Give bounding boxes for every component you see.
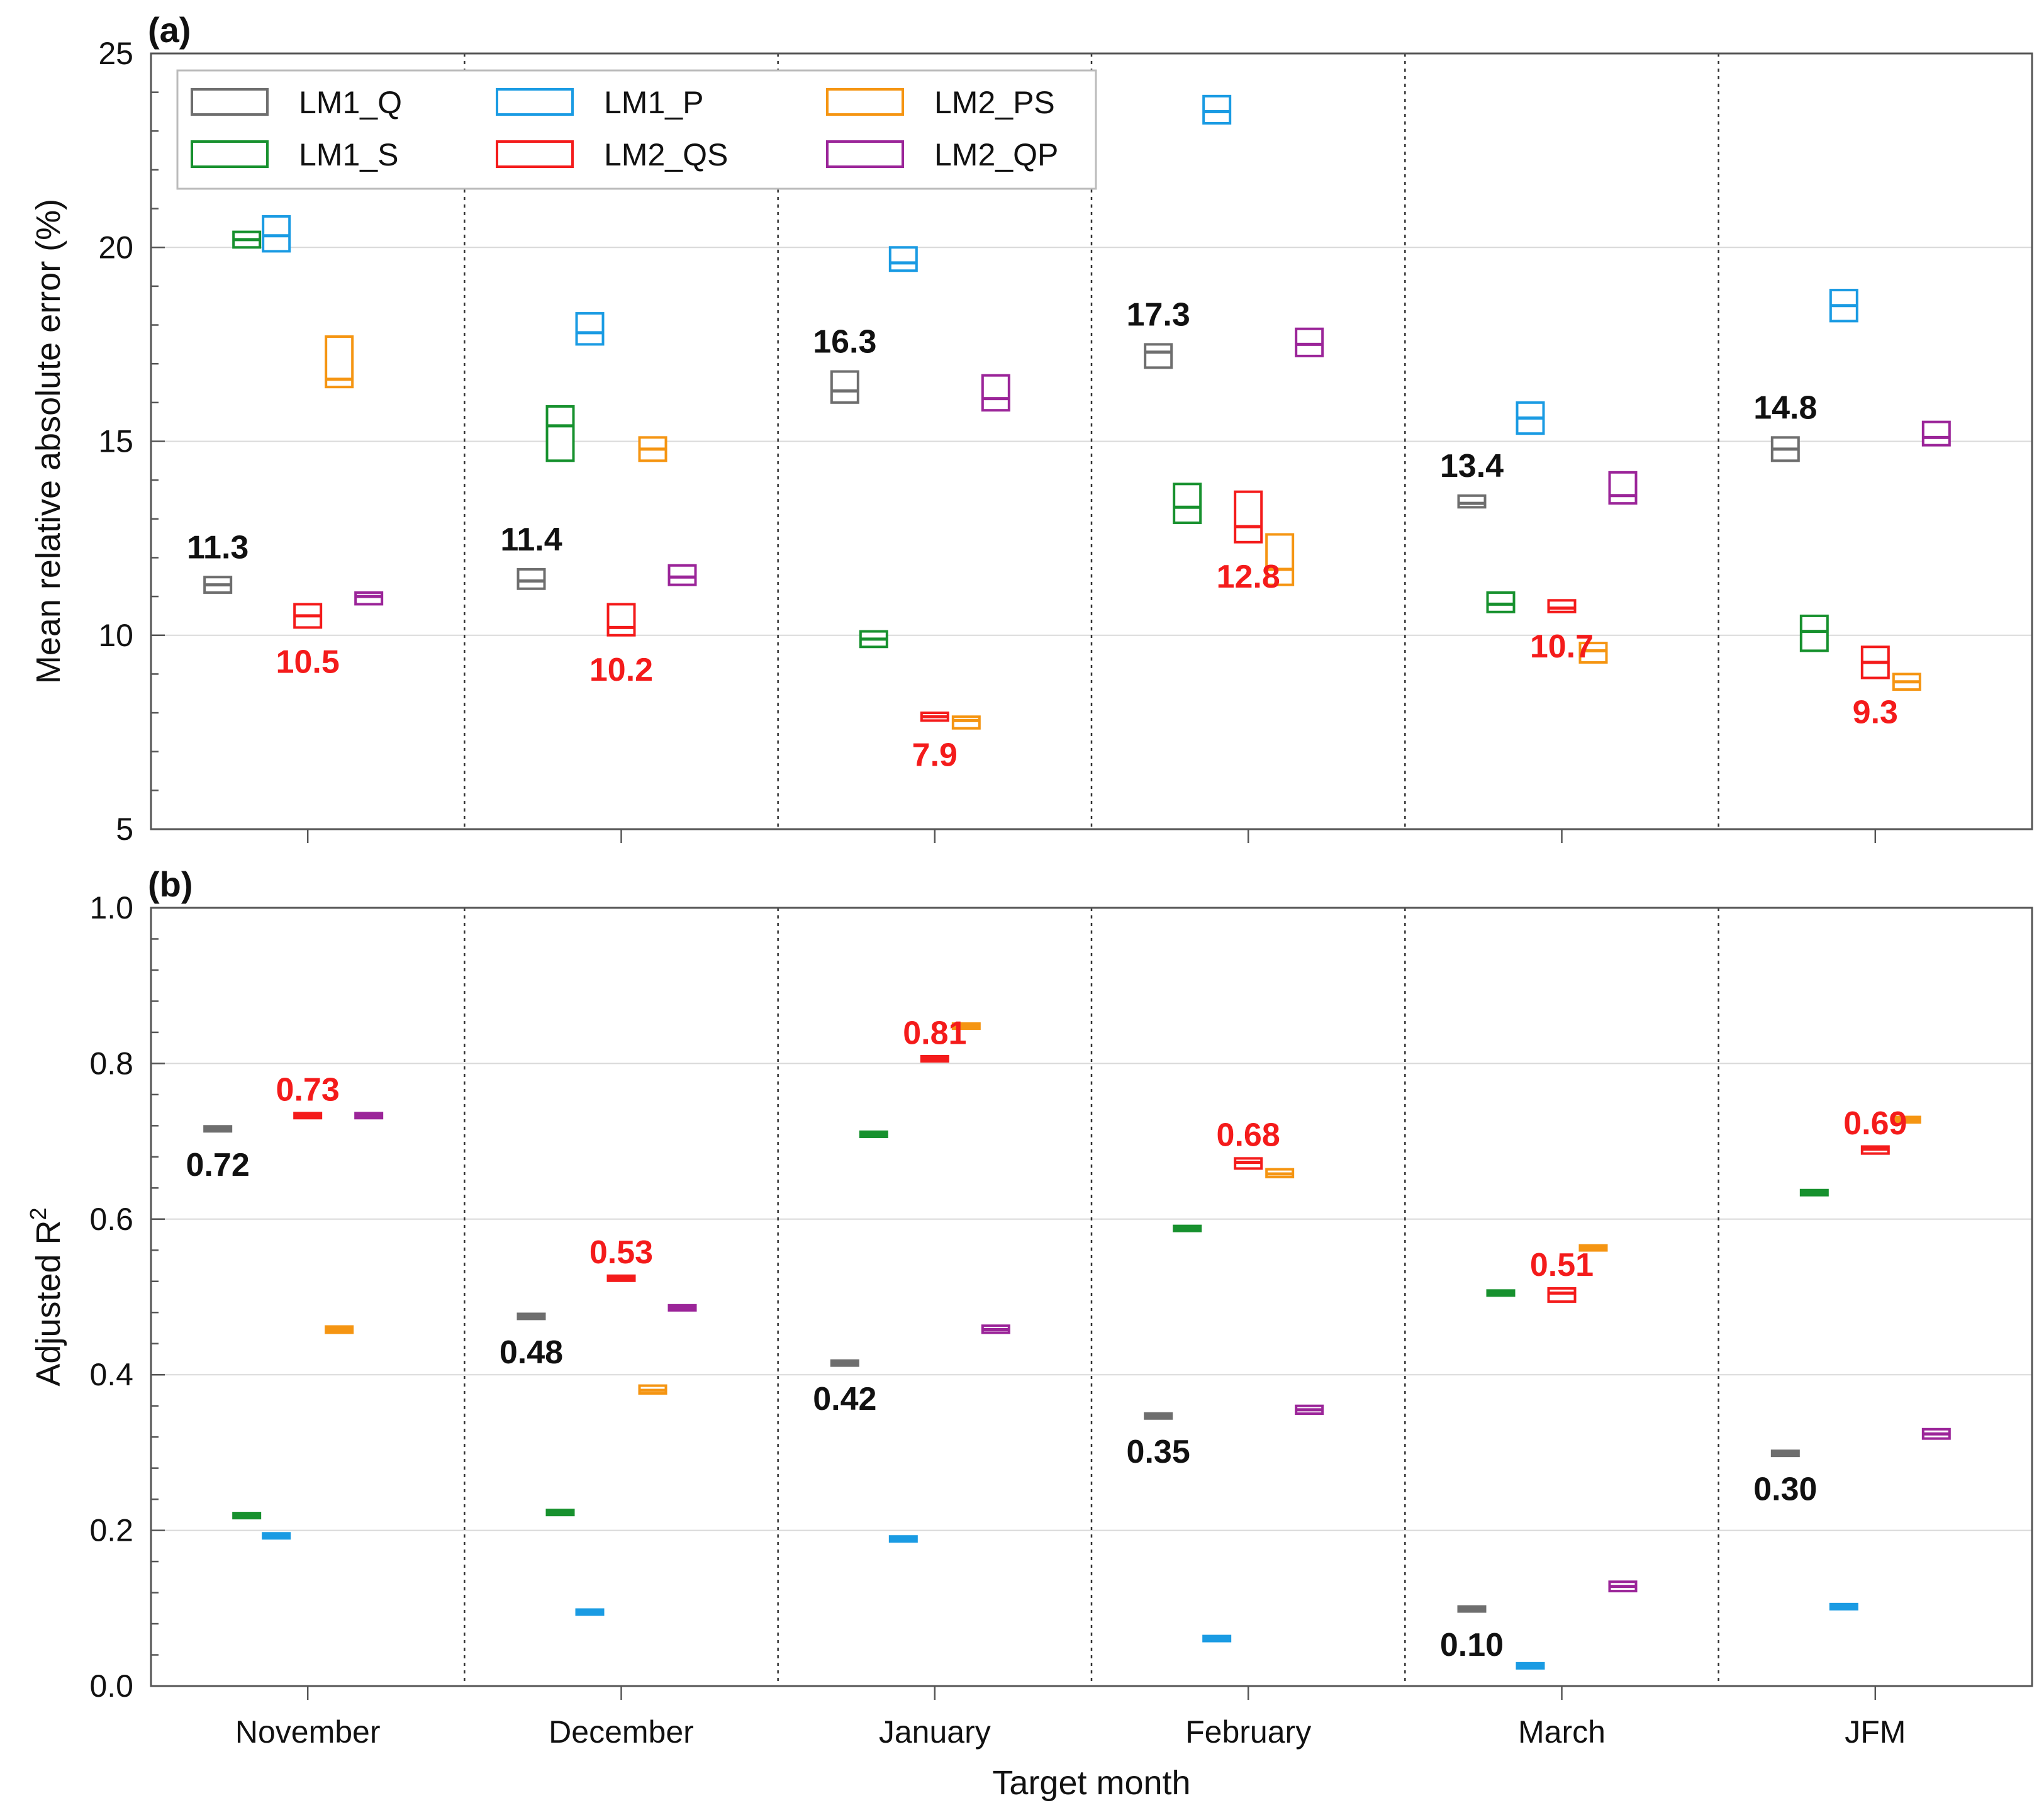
y-tick-label: 5 (116, 812, 133, 847)
annotation-LM1_Q-November: 11.3 (187, 529, 249, 566)
legend-frame (176, 69, 1097, 190)
annotation-LM2_QS-JFM: 9.3 (1853, 695, 1898, 731)
legend-swatch-LM2_PS (826, 88, 904, 116)
box-LM2_QP-February (1295, 327, 1324, 357)
annotation-LM2_QS-January: 0.81 (903, 1015, 966, 1051)
annotation-LM1_Q-December: 11.4 (500, 522, 562, 558)
box-LM2_PS-January (951, 715, 981, 730)
x-tick-label-February: February (1185, 1714, 1311, 1750)
x-tick-label-March: March (1518, 1714, 1606, 1750)
box-LM2_PS-February (1265, 533, 1295, 586)
annotation-LM1_Q-January: 0.42 (813, 1381, 876, 1417)
box-LM2_QP-March (1608, 471, 1638, 505)
annotation-LM1_Q-December: 0.48 (500, 1334, 563, 1371)
annotation-LM2_QS-November: 0.73 (276, 1072, 340, 1109)
y-axis-title-superscript: 2 (25, 1207, 51, 1220)
box-LM1_Q-March (1457, 494, 1487, 509)
legend-swatch-LM1_P (496, 88, 574, 116)
box-LM1_S-JFM (1799, 614, 1829, 652)
legend-label-LM2_PS: LM2_PS (934, 85, 1055, 120)
plot-frame (150, 52, 2033, 830)
y-tick-label: 0.8 (89, 1046, 133, 1081)
box-LM1_Q-December (517, 567, 546, 590)
box-LM2_QS-February (1234, 490, 1263, 544)
x-tick-label-December: December (549, 1714, 694, 1750)
plot-frame (150, 907, 2033, 1687)
legend-label-LM2_QP: LM2_QP (934, 137, 1058, 172)
annotation-LM1_Q-January: 16.3 (813, 324, 876, 360)
box-LM1_Q-February (1144, 343, 1173, 369)
annotation-LM1_Q-March: 0.10 (1440, 1627, 1504, 1663)
annotation-LM2_QS-December: 0.53 (589, 1234, 653, 1271)
annotation-LM2_QS-March: 10.7 (1530, 628, 1594, 665)
box-LM1_P-November (262, 215, 291, 253)
box-LM1_S-March (1486, 591, 1516, 613)
legend-label-LM1_Q: LM1_Q (299, 85, 402, 120)
y-tick-label: 0.6 (89, 1202, 133, 1237)
panel-b: 0.0 0.2 0.4 0.6 0.8 1.0 0.72 0.48 0.42 0.35 0.10 0.… (25, 864, 2033, 1704)
annotation-LM1_Q-JFM: 14.8 (1753, 389, 1817, 426)
x-tick-label-JFM: JFM (1845, 1714, 1906, 1750)
y-tick-label: 10 (98, 618, 133, 653)
panel-label-a: (a) (148, 10, 191, 50)
x-tick-label-November: November (235, 1714, 381, 1750)
box-LM2_QP-December (667, 564, 697, 586)
x-tick-label-January: January (879, 1714, 991, 1750)
y-tick-label: 0.4 (89, 1357, 133, 1392)
box-LM1_S-December (545, 405, 575, 462)
box-LM1_P-January (888, 246, 918, 272)
y-tick-label: 0.2 (89, 1513, 133, 1548)
legend-swatch-LM1_Q (191, 88, 269, 116)
legend-label-LM2_QS: LM2_QS (604, 137, 728, 172)
box-LM2_QP-JFM (1921, 420, 1951, 447)
annotation-LM2_QS-February: 0.68 (1217, 1117, 1280, 1153)
box-LM2_QS-March (1547, 599, 1577, 613)
legend-label-LM1_P: LM1_P (604, 85, 703, 120)
annotation-LM2_QS-JFM: 0.69 (1843, 1105, 1907, 1142)
box-LM2_QS-March (1547, 1287, 1577, 1303)
box-LM2_QP-November (354, 591, 384, 606)
annotation-LM2_QS-February: 12.8 (1217, 559, 1280, 595)
annotation-LM1_Q-November: 0.72 (186, 1147, 250, 1183)
annotation-LM1_Q-March: 13.4 (1440, 448, 1504, 484)
y-tick-label: 25 (98, 36, 133, 71)
legend-swatch-LM2_QP (826, 140, 904, 168)
box-LM1_Q-January (830, 370, 859, 404)
y-axis-title-a: Mean relative absolute error (%) (30, 199, 67, 684)
box-LM1_P-December (575, 312, 605, 346)
annotation-LM1_Q-JFM: 0.30 (1753, 1472, 1817, 1508)
legend: LM1_Q LM1_P LM2_PS LM1_S LM2_QS LM2_QP (176, 69, 1097, 190)
annotation-LM2_QS-December: 10.2 (589, 652, 653, 688)
annotation-LM1_Q-February: 17.3 (1127, 296, 1190, 333)
box-LM1_P-February (1202, 94, 1232, 125)
box-LM2_QP-January (981, 374, 1010, 412)
y-tick-label: 1.0 (89, 890, 133, 925)
y-tick-label: 15 (98, 424, 133, 459)
annotation-LM2_QS-March: 0.51 (1530, 1247, 1594, 1283)
y-tick-label: 0.0 (89, 1668, 133, 1704)
x-axis-title: Target month (992, 1764, 1190, 1802)
legend-swatch-LM1_S (191, 140, 269, 168)
legend-label-LM1_S: LM1_S (299, 137, 398, 172)
legend-swatch-LM2_QS (496, 140, 574, 168)
annotation-LM2_QS-November: 10.5 (276, 644, 340, 680)
y-tick-label: 20 (98, 230, 133, 265)
box-LM2_PS-March (1578, 642, 1608, 664)
y-axis-title-b: Adjusted R2 (25, 1207, 67, 1386)
annotation-LM2_QS-January: 7.9 (912, 737, 958, 773)
panel-a: 5 10 15 20 25 11.3 11.4 16.3 17.3 13.4 14.8 10.5 10.… (30, 10, 2033, 847)
annotation-LM1_Q-February: 0.35 (1127, 1434, 1190, 1470)
box-LM1_S-February (1173, 483, 1202, 524)
box-LM2_QS-December (606, 603, 636, 637)
panel-label-b: (b) (148, 864, 193, 904)
